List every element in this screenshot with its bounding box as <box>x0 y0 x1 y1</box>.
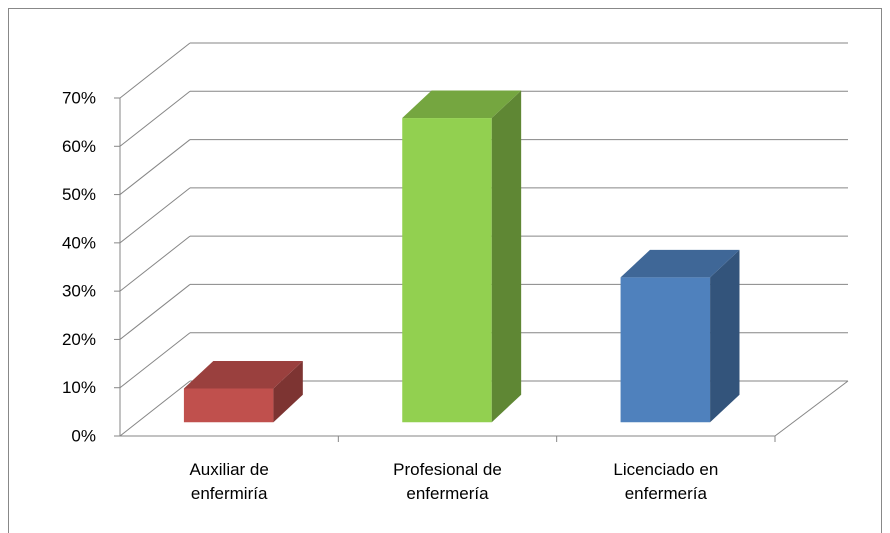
x-tick-label: Auxiliar de enfermiría <box>189 460 269 503</box>
grid-line <box>119 139 191 195</box>
grid-line <box>119 235 191 292</box>
grid-line <box>119 42 191 99</box>
bar-side <box>491 90 522 423</box>
grid-line <box>119 380 191 437</box>
grid-line <box>119 332 191 389</box>
y-tick-label: 10% <box>62 378 96 397</box>
bar <box>620 277 711 423</box>
y-tick-label: 30% <box>62 282 96 301</box>
bar-top <box>402 90 522 119</box>
y-tick-label: 50% <box>62 185 96 204</box>
bar-top <box>620 249 740 278</box>
bar <box>183 388 274 423</box>
bar <box>402 118 492 423</box>
x-tick-label: Profesional de enfermería <box>393 460 502 503</box>
grid-line <box>119 284 191 340</box>
bar-top <box>183 360 303 389</box>
y-tick-label: 40% <box>62 233 96 252</box>
grid-line <box>119 90 191 147</box>
y-tick-label: 20% <box>62 330 96 349</box>
y-tick-label: 0% <box>71 426 96 445</box>
chart-border <box>8 8 882 533</box>
bar-side <box>273 360 303 423</box>
grid-line <box>119 187 191 244</box>
y-tick-label: 60% <box>62 137 96 156</box>
bar-side <box>710 249 740 423</box>
y-tick-label: 70% <box>62 88 96 107</box>
x-tick-label: Licenciado en enfermería <box>613 460 719 503</box>
floor-edge <box>774 380 849 437</box>
